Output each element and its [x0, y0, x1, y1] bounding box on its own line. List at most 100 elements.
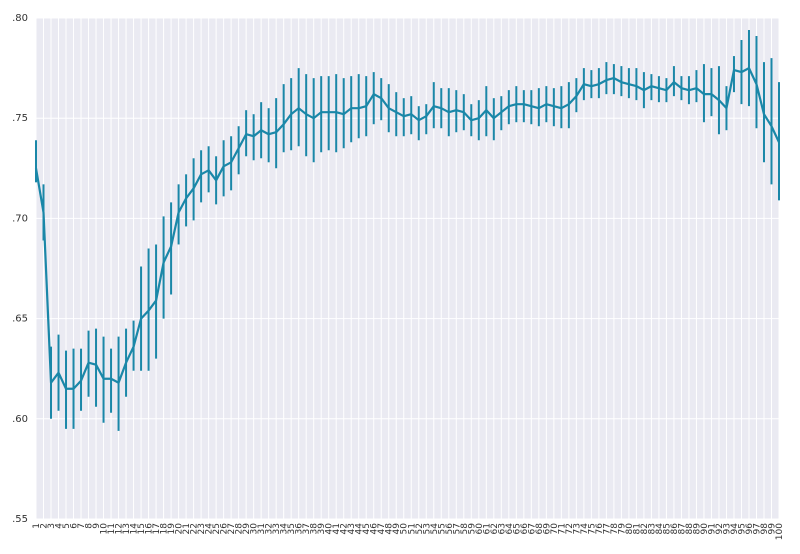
- x-tick-label: 54: [430, 523, 440, 535]
- x-tick-label: 31: [257, 523, 267, 534]
- x-tick-label: 93: [722, 523, 732, 534]
- x-tick-label: 99: [767, 523, 777, 535]
- x-tick-label: 13: [122, 523, 132, 534]
- x-tick-label: 71: [557, 523, 567, 534]
- x-tick-label: 66: [520, 523, 530, 535]
- x-tick-label: 24: [205, 523, 215, 535]
- x-tick-label: 3: [47, 523, 57, 529]
- x-tick-label: 45: [362, 523, 372, 534]
- x-tick-label: 18: [160, 523, 170, 535]
- x-tick-label: 43: [347, 523, 357, 534]
- y-tick-label: .70: [12, 213, 28, 224]
- x-tick-label: 95: [737, 523, 747, 534]
- x-tick-label: 60: [475, 523, 485, 535]
- y-axis-ticks: .55 .60 .65 .70 .75 .80: [12, 13, 28, 525]
- series-line: [34, 67, 780, 390]
- x-tick-label: 83: [647, 523, 657, 534]
- x-tick-label: 86: [670, 523, 680, 535]
- x-tick-label: 38: [310, 523, 320, 535]
- x-tick-label: 7: [77, 523, 87, 529]
- x-tick-label: 73: [572, 523, 582, 534]
- x-tick-label: 55: [437, 523, 447, 534]
- y-tick-label: .65: [12, 314, 28, 325]
- x-tick-label: 57: [452, 523, 462, 534]
- y-tick-label: .80: [12, 13, 28, 24]
- y-tick-label: .60: [12, 414, 28, 425]
- x-tick-label: 74: [580, 523, 590, 535]
- x-tick-label: 16: [145, 523, 155, 535]
- x-tick-label: 98: [760, 523, 770, 535]
- x-tick-label: 67: [527, 523, 537, 534]
- x-tick-label: 8: [85, 523, 95, 529]
- x-tick-label: 92: [715, 523, 725, 534]
- x-tick-label: 48: [385, 523, 395, 535]
- x-tick-label: 78: [610, 523, 620, 535]
- x-tick-label: 51: [407, 523, 417, 534]
- x-tick-label: 70: [550, 523, 560, 535]
- x-tick-label: 65: [512, 523, 522, 534]
- x-tick-label: 2: [40, 523, 50, 529]
- x-tick-label: 37: [302, 523, 312, 534]
- x-tick-label: 61: [482, 523, 492, 534]
- x-tick-label: 17: [152, 523, 162, 534]
- x-tick-label: 32: [265, 523, 275, 534]
- x-tick-label: 52: [415, 523, 425, 534]
- x-tick-label: 94: [730, 523, 740, 535]
- x-tick-label: 27: [227, 523, 237, 534]
- x-tick-label: 19: [167, 523, 177, 535]
- x-tick-label: 85: [662, 523, 672, 534]
- x-tick-label: 63: [497, 523, 507, 534]
- x-tick-label: 5: [62, 523, 72, 529]
- x-tick-label: 49: [392, 523, 402, 535]
- x-tick-label: 96: [745, 523, 755, 535]
- x-tick-label: 84: [655, 523, 665, 535]
- x-tick-label: 50: [400, 523, 410, 535]
- x-tick-label: 12: [115, 523, 125, 534]
- x-tick-label: 6: [70, 523, 80, 529]
- x-tick-label: 40: [325, 523, 335, 535]
- x-tick-label: 22: [190, 523, 200, 534]
- x-tick-label: 4: [55, 523, 65, 529]
- x-tick-label: 36: [295, 523, 305, 535]
- x-tick-label: 33: [272, 523, 282, 534]
- x-tick-label: 79: [617, 523, 627, 535]
- x-tick-label: 97: [752, 523, 762, 534]
- x-tick-label: 11: [107, 523, 117, 534]
- x-tick-label: 59: [467, 523, 477, 535]
- x-tick-label: 39: [317, 523, 327, 535]
- x-tick-label: 29: [242, 523, 252, 535]
- x-tick-label: 21: [182, 523, 192, 534]
- x-tick-label: 77: [602, 523, 612, 534]
- x-tick-label: 80: [625, 523, 635, 535]
- x-tick-label: 35: [287, 523, 297, 534]
- x-tick-label: 100: [775, 523, 785, 540]
- x-tick-label: 87: [677, 523, 687, 534]
- x-tick-label: 25: [212, 523, 222, 534]
- x-tick-label: 15: [137, 523, 147, 534]
- x-tick-label: 9: [92, 523, 102, 529]
- x-tick-label: 46: [370, 523, 380, 535]
- x-tick-label: 44: [355, 523, 365, 535]
- x-tick-label: 91: [707, 523, 717, 534]
- x-tick-label: 20: [175, 523, 185, 535]
- x-tick-label: 64: [505, 523, 515, 535]
- x-tick-label: 69: [542, 523, 552, 535]
- x-tick-label: 53: [422, 523, 432, 534]
- x-tick-label: 26: [220, 523, 230, 535]
- y-tick-label: .55: [12, 514, 28, 525]
- x-tick-label: 81: [632, 523, 642, 534]
- x-tick-label: 34: [280, 523, 290, 535]
- x-tick-label: 41: [332, 523, 342, 534]
- x-tick-label: 23: [197, 523, 207, 534]
- x-tick-label: 58: [460, 523, 470, 535]
- x-tick-label: 47: [377, 523, 387, 534]
- x-tick-label: 89: [692, 523, 702, 535]
- x-tick-label: 76: [595, 523, 605, 535]
- y-tick-label: .75: [12, 113, 28, 124]
- x-tick-label: 88: [685, 523, 695, 535]
- x-tick-label: 68: [535, 523, 545, 535]
- x-tick-label: 14: [130, 523, 140, 535]
- x-tick-label: 82: [640, 523, 650, 534]
- x-tick-label: 1: [32, 523, 42, 529]
